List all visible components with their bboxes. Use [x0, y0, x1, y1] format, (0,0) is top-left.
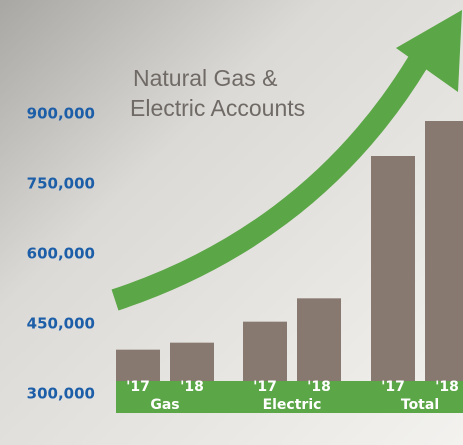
y-tick-label: 600,000 — [27, 245, 95, 263]
y-tick-label: 750,000 — [27, 175, 95, 193]
y-tick-label: 300,000 — [27, 385, 95, 403]
bar — [371, 156, 415, 394]
bar-year-label: '18 — [180, 379, 204, 395]
bar-year-label: '17 — [253, 379, 277, 395]
category-label: Total — [401, 397, 439, 413]
category-label: Gas — [150, 397, 179, 413]
bar-year-label: '18 — [435, 379, 459, 395]
bar-year-label: '17 — [126, 379, 150, 395]
category-label: Electric — [263, 397, 322, 413]
chart-title: Natural Gas & — [133, 65, 277, 91]
chart: Natural Gas & Electric Accounts 300,000 4… — [0, 0, 463, 445]
y-tick-label: 900,000 — [27, 105, 95, 123]
bar — [425, 121, 463, 394]
y-tick-label: 450,000 — [27, 315, 95, 333]
bar-year-label: '18 — [307, 379, 331, 395]
bar-year-label: '17 — [381, 379, 405, 395]
chart-title: Electric Accounts — [130, 95, 305, 121]
